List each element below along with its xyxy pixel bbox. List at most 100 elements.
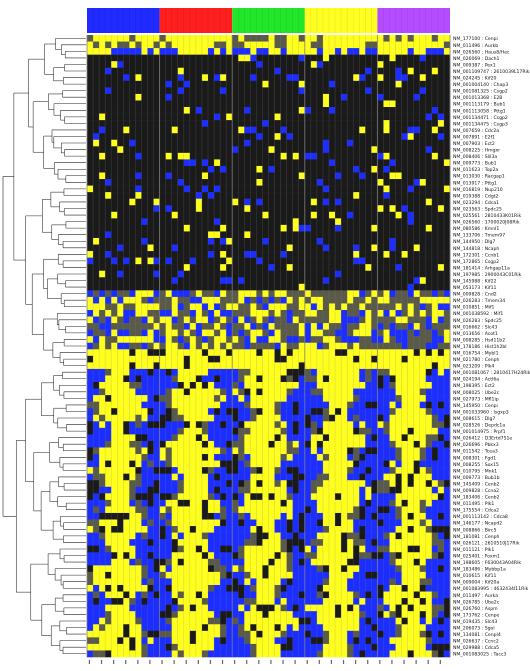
- heatmap-cell: [292, 179, 300, 186]
- heatmap-cell: [335, 264, 342, 272]
- heatmap-cell: [183, 460, 191, 468]
- heatmap-cell: [437, 231, 445, 239]
- heatmap-cell: [365, 93, 372, 101]
- heatmap-cell: [431, 309, 439, 317]
- heatmap-cell: [208, 486, 215, 494]
- heatmap-cell: [232, 172, 239, 180]
- heatmap-cell: [389, 67, 396, 75]
- heatmap-cell: [123, 237, 130, 245]
- heatmap-cell: [292, 329, 300, 337]
- heatmap-cell: [298, 41, 306, 49]
- heatmap-cell: [147, 336, 154, 344]
- heatmap-cell: [87, 467, 94, 474]
- heatmap-cell: [335, 499, 342, 507]
- heatmap-cell: [117, 192, 124, 199]
- heatmap-cell: [165, 440, 172, 448]
- heatmap-cell: [395, 61, 402, 69]
- heatmap-cell: [256, 303, 263, 311]
- heatmap-cell: [335, 277, 342, 285]
- heatmap-cell: [256, 120, 263, 127]
- heatmap-cell: [413, 54, 421, 62]
- heatmap-cell: [171, 447, 179, 455]
- heatmap-cell: [335, 41, 342, 49]
- heatmap-cell: [443, 198, 451, 206]
- heatmap-cell: [401, 421, 408, 429]
- heatmap-cell: [135, 264, 142, 272]
- heatmap-cell: [268, 382, 275, 389]
- heatmap-cell: [201, 270, 209, 278]
- heatmap-cell: [226, 74, 233, 82]
- heatmap-cell: [383, 467, 390, 474]
- heatmap-cell: [171, 283, 179, 291]
- heatmap-cell: [87, 80, 94, 88]
- heatmap-cell: [250, 54, 257, 62]
- heatmap-cell: [365, 211, 372, 219]
- heatmap-cell: [147, 440, 154, 448]
- heatmap-cell: [371, 506, 378, 514]
- heatmap-cell: [268, 257, 275, 265]
- heatmap-cell: [383, 408, 390, 416]
- heatmap-cell: [304, 382, 312, 389]
- heatmap-cell: [419, 434, 427, 442]
- heatmap-cell: [383, 506, 390, 514]
- heatmap-cell: [153, 172, 160, 180]
- heatmap-cell: [389, 87, 396, 95]
- heatmap-cell: [135, 539, 142, 546]
- heatmap-cell: [111, 35, 118, 42]
- heatmap-cell: [401, 113, 408, 121]
- heatmap-cell: [87, 87, 94, 95]
- heatmap-cell: [244, 54, 251, 62]
- heatmap-cell: [286, 329, 293, 337]
- heatmap-cell: [389, 152, 396, 160]
- heatmap-cell: [389, 532, 396, 540]
- heatmap-cell: [238, 290, 245, 298]
- heatmap-cell: [165, 61, 172, 69]
- heatmap-cell: [395, 336, 402, 344]
- heatmap-cell: [395, 165, 402, 173]
- heatmap-cell: [443, 375, 451, 383]
- heatmap-cell: [341, 460, 348, 468]
- heatmap-cell: [117, 113, 124, 121]
- heatmap-cell: [431, 362, 439, 370]
- heatmap-cell: [280, 421, 287, 429]
- heatmap-cell: [347, 87, 354, 95]
- heatmap-cell: [171, 434, 179, 442]
- heatmap-cell: [268, 61, 275, 69]
- heatmap-cell: [329, 185, 336, 193]
- heatmap-cell: [153, 165, 160, 173]
- heatmap-cell: [419, 152, 427, 160]
- heatmap-cell: [171, 198, 179, 206]
- heatmap-cell: [304, 480, 312, 488]
- heatmap-cell: [226, 303, 233, 311]
- heatmap-cell: [395, 113, 402, 121]
- heatmap-cell: [286, 323, 293, 330]
- heatmap-cell: [407, 244, 414, 252]
- heatmap-cell: [359, 87, 366, 95]
- heatmap-cell: [123, 251, 130, 258]
- heatmap-cell: [274, 54, 281, 62]
- heatmap-cell: [322, 499, 330, 507]
- heatmap-cell: [437, 205, 445, 213]
- heatmap-cell: [443, 526, 451, 533]
- heatmap-cell: [335, 336, 342, 344]
- heatmap-cell: [425, 473, 433, 481]
- heatmap-cell: [220, 113, 227, 121]
- heatmap-cell: [123, 355, 130, 363]
- heatmap-cell: [407, 48, 414, 55]
- heatmap-cell: [105, 80, 112, 88]
- heatmap-cell: [135, 526, 142, 533]
- heatmap-cell: [183, 172, 191, 180]
- heatmap-cell: [208, 329, 215, 337]
- heatmap-cell: [123, 309, 130, 317]
- heatmap-cell: [195, 126, 203, 134]
- heatmap-cell: [292, 401, 300, 409]
- heatmap-cell: [371, 414, 378, 422]
- heatmap-cell: [129, 499, 136, 507]
- heatmap-cell: [335, 231, 342, 239]
- heatmap-cell: [286, 388, 293, 396]
- heatmap-cell: [129, 323, 136, 330]
- heatmap-cell: [195, 211, 203, 219]
- heatmap-cell: [310, 159, 318, 167]
- heatmap-cell: [292, 434, 300, 442]
- row-dendrogram: [2, 37, 86, 655]
